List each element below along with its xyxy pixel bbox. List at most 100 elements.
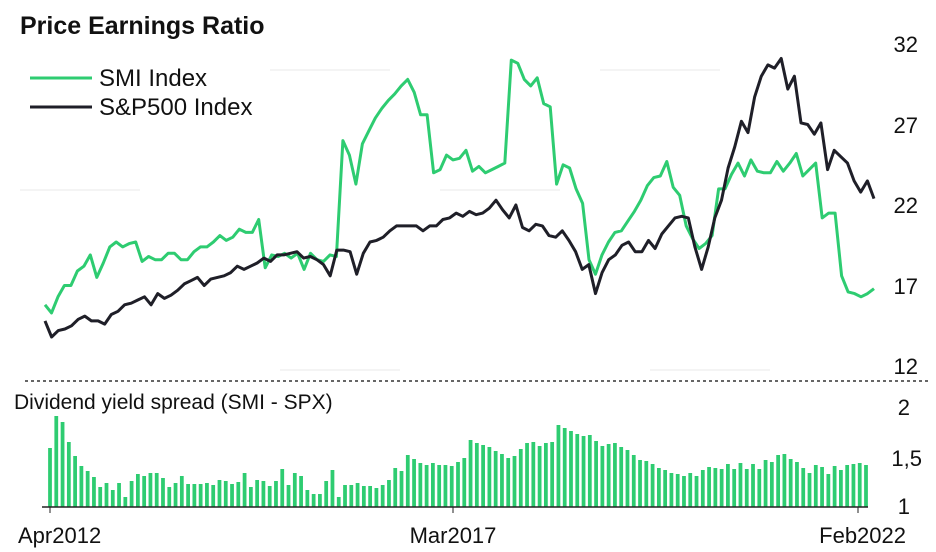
spread-bar [625,450,630,507]
spread-bar [148,473,153,507]
spread-bar [424,465,429,507]
spread-bar [857,463,862,507]
pe-chart-title: Price Earnings Ratio [20,12,265,40]
spread-bar [305,490,310,507]
spread-bar [807,473,812,507]
spread-bar [274,481,278,507]
spread-y-tick: 1,5 [891,446,922,471]
pe-y-tick: 17 [894,274,918,299]
pe-y-axis: 32 27 22 17 12 [894,32,918,379]
spread-bar [267,486,272,507]
spread-bar [726,464,730,507]
spread-bar [550,442,555,507]
spread-bar [261,481,266,507]
spread-bar [412,459,416,507]
spread-bar [355,483,360,507]
spread-bar [393,468,398,507]
spread-bar [205,483,209,507]
spread-bar [751,464,755,507]
spread-bar [669,473,674,507]
spread-bar [474,443,479,507]
spread-bar [405,455,410,507]
series-line-spx [43,57,876,339]
x-tick-label: Feb2022 [819,523,906,548]
spread-bar [500,454,504,507]
spread-bar [537,446,542,507]
watermark [20,69,770,371]
spread-bar [456,462,460,507]
spread-bar [663,470,668,507]
spread-bar [813,465,818,507]
pe-y-tick: 12 [894,354,918,379]
spread-bar [832,466,837,507]
spread-bar [129,481,134,507]
spread-bar [518,449,523,507]
spread-bar [123,497,128,507]
spread-bar [531,442,536,507]
spread-bar [443,465,448,507]
spread-bar [79,466,84,507]
spread-chart-title: Dividend yield spread (SMI - SPX) [14,391,333,414]
spread-bar [600,446,605,507]
spread-bar [656,468,661,507]
spread-bar [280,469,285,507]
spread-bar [650,464,655,507]
spread-bar [788,459,793,507]
spread-bar [179,476,184,507]
spread-bar [694,476,699,507]
series-line-smi [43,58,875,315]
spread-bar [575,434,580,507]
spread-bar [581,436,586,507]
spread-bar [154,473,159,507]
spread-bar [431,463,435,507]
spread-bar [380,485,385,507]
spread-bar [311,494,316,507]
spread-bar [675,474,680,507]
spread-bar [242,473,247,507]
spread-bar [292,473,297,507]
spread-bar [795,462,799,507]
spread-bar [449,466,454,507]
spread-bar [173,483,178,507]
spread-bar [562,428,567,507]
spread-bar [66,442,71,507]
spread-bar [104,483,109,507]
spread-bar [336,497,341,507]
legend: SMI Index S&P500 Index [30,65,252,121]
spread-bar [506,458,511,507]
spread-bar [387,480,391,507]
spread-bar [299,476,303,507]
spread-bar [619,447,624,507]
spread-bar [864,465,868,507]
spread-bar [525,443,529,507]
spread-bar [248,487,253,507]
spread-bar [801,468,806,507]
spread-bar [211,485,216,507]
spread-bar [343,485,347,507]
spread-bar [763,460,768,507]
spread-bar [54,416,59,507]
spread-bar [98,487,103,507]
spread-bar [644,461,649,507]
spread-bar [820,467,824,507]
spread-bar [85,471,90,507]
spread-bar [700,470,705,507]
spread-bar [826,474,831,507]
spread-bar [142,476,147,507]
x-tick-label: Mar2017 [410,523,497,548]
spread-bar [192,484,197,507]
spread-bar [374,488,379,507]
spread-bar [769,462,774,507]
spread-bar [682,476,686,507]
legend-label-spx: S&P500 Index [99,94,252,121]
spread-bar [418,463,423,507]
spread-bar [167,487,172,507]
spread-bar [230,484,234,507]
pe-y-tick: 27 [894,113,918,138]
spread-bar [757,469,762,507]
spread-bar [286,485,291,507]
spread-bar [594,441,598,507]
spread-bar [631,455,636,507]
spread-bar [713,468,718,507]
